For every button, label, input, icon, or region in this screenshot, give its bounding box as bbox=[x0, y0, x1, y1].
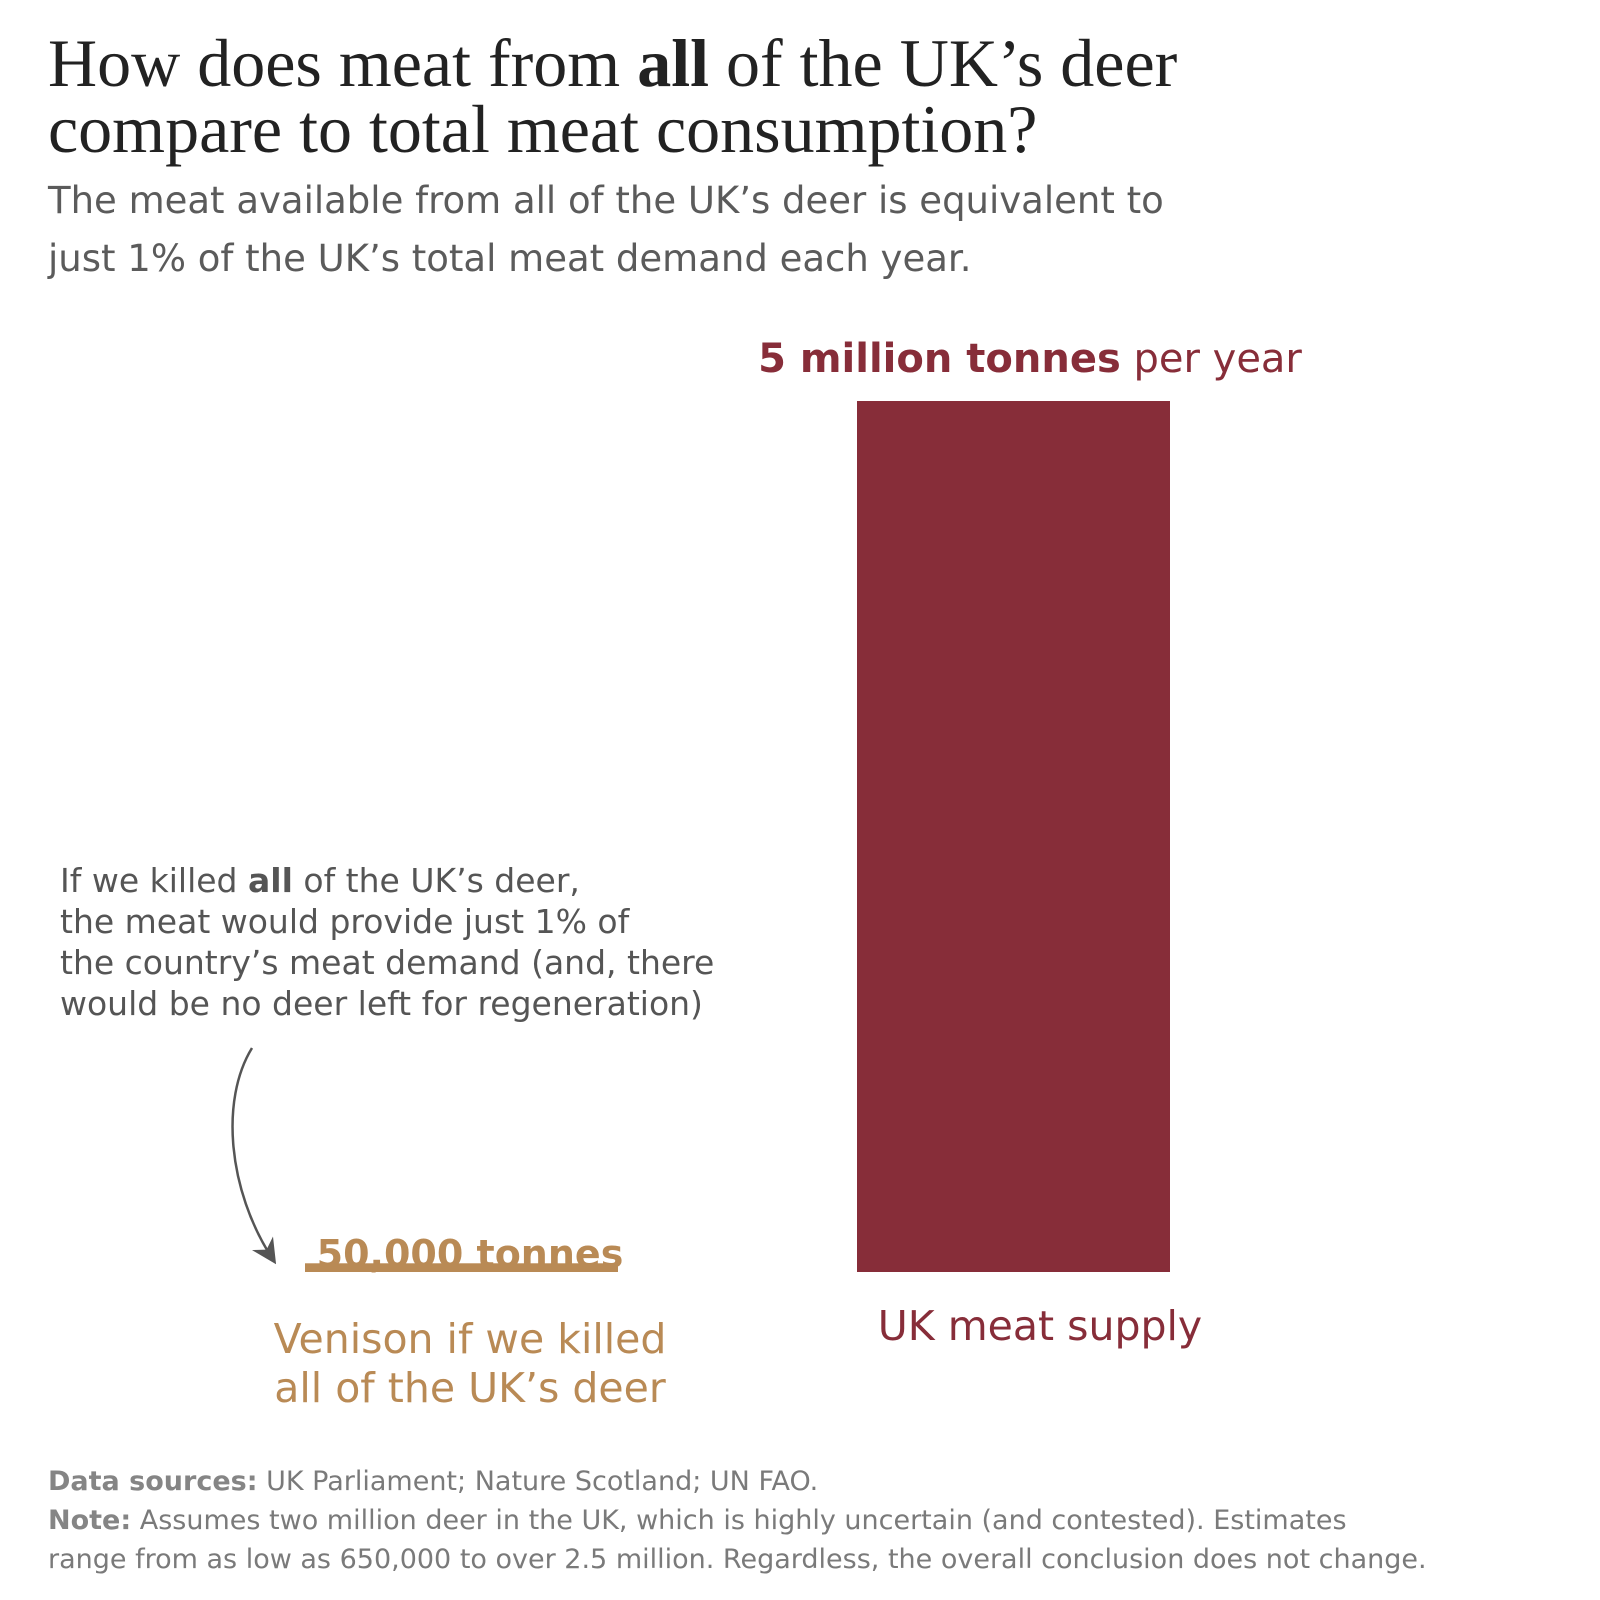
title-part1: How does meat from bbox=[48, 25, 638, 101]
venison-category-line1: Venison if we killed bbox=[273, 1315, 667, 1363]
venison-category-line2: all of the UK’s deer bbox=[274, 1364, 666, 1412]
footer: Data sources: UK Parliament; Nature Scot… bbox=[48, 1462, 1578, 1579]
title-part2: of the UK’s deer bbox=[709, 25, 1178, 101]
annotation-text: If we killed all of the UK’s deer, the m… bbox=[60, 861, 715, 1023]
footer-note: Note: Assumes two million deer in the UK… bbox=[48, 1505, 1347, 1536]
chart-title: How does meat from all of the UK’s deer … bbox=[48, 29, 1498, 163]
bar-uk-meat-supply bbox=[857, 401, 1170, 1272]
uk-meat-category-label: UK meat supply bbox=[877, 1302, 1203, 1350]
footer-note-cont: range from as low as 650,000 to over 2.5… bbox=[48, 1544, 1427, 1575]
subtitle-line2: just 1% of the UK’s total meat demand ea… bbox=[48, 237, 972, 280]
annotation-arrow bbox=[231, 1047, 277, 1265]
title-line2: compare to total meat consumption? bbox=[48, 91, 1038, 167]
title-bold: all bbox=[637, 25, 709, 101]
subtitle-line1: The meat available from all of the UK’s … bbox=[48, 179, 1164, 222]
bar-venison bbox=[305, 1263, 618, 1272]
uk-meat-value-label: 5 million tonnes per year bbox=[758, 336, 1302, 382]
footer-sources: Data sources: UK Parliament; Nature Scot… bbox=[48, 1466, 819, 1497]
chart-subtitle: The meat available from all of the UK’s … bbox=[48, 172, 1328, 288]
bars-group bbox=[305, 401, 1170, 1272]
venison-value-label: 50,000 tonnes bbox=[316, 1232, 624, 1276]
venison-category-label: Venison if we killed all of the UK’s dee… bbox=[250, 1315, 690, 1413]
